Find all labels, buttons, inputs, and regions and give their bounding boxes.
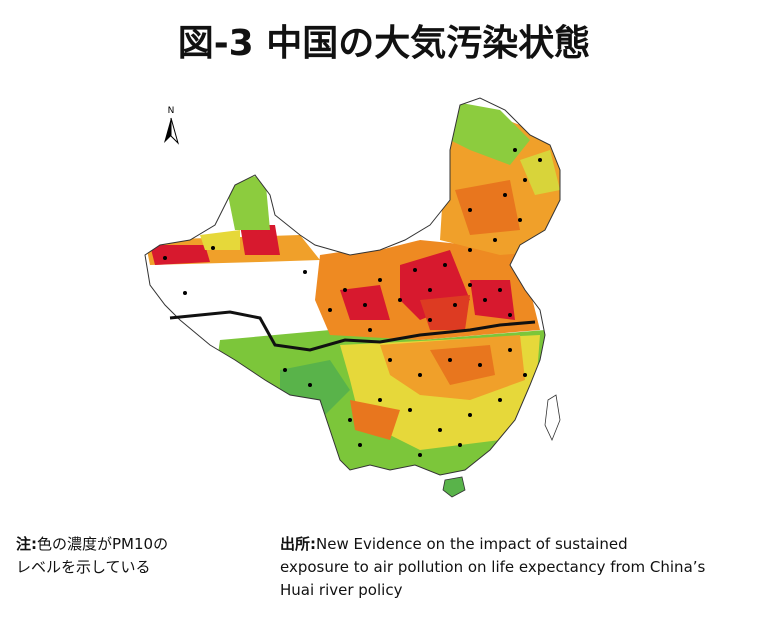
note-label: 注: [16,535,37,553]
slide-title: 図-3 中国の大気汚染状態 [177,23,591,64]
stations [163,148,542,457]
source-text: New Evidence on the impact of sustained [316,535,628,553]
north-label: N [168,106,175,116]
map-fill [145,98,560,475]
hainan [442,476,466,498]
china-outline [144,97,561,476]
source: 出所:New Evidence on the impact of sustain… [280,533,760,602]
huai-river-line [169,310,536,352]
north-arrow: N [164,106,179,145]
source-label: 出所: [280,535,316,553]
taiwan [544,394,561,442]
note-text: レベルを示している [16,558,151,576]
note: 注:色の濃度がPM10の レベルを示している [16,533,266,579]
note-line: 注:色の濃度がPM10の [16,533,266,556]
note-text: 色の濃度がPM10の [37,535,169,553]
source-text: exposure to air pollution on life expect… [280,558,706,576]
source-text: Huai river policy [280,581,403,599]
source-line: 出所:New Evidence on the impact of sustain… [280,533,760,556]
